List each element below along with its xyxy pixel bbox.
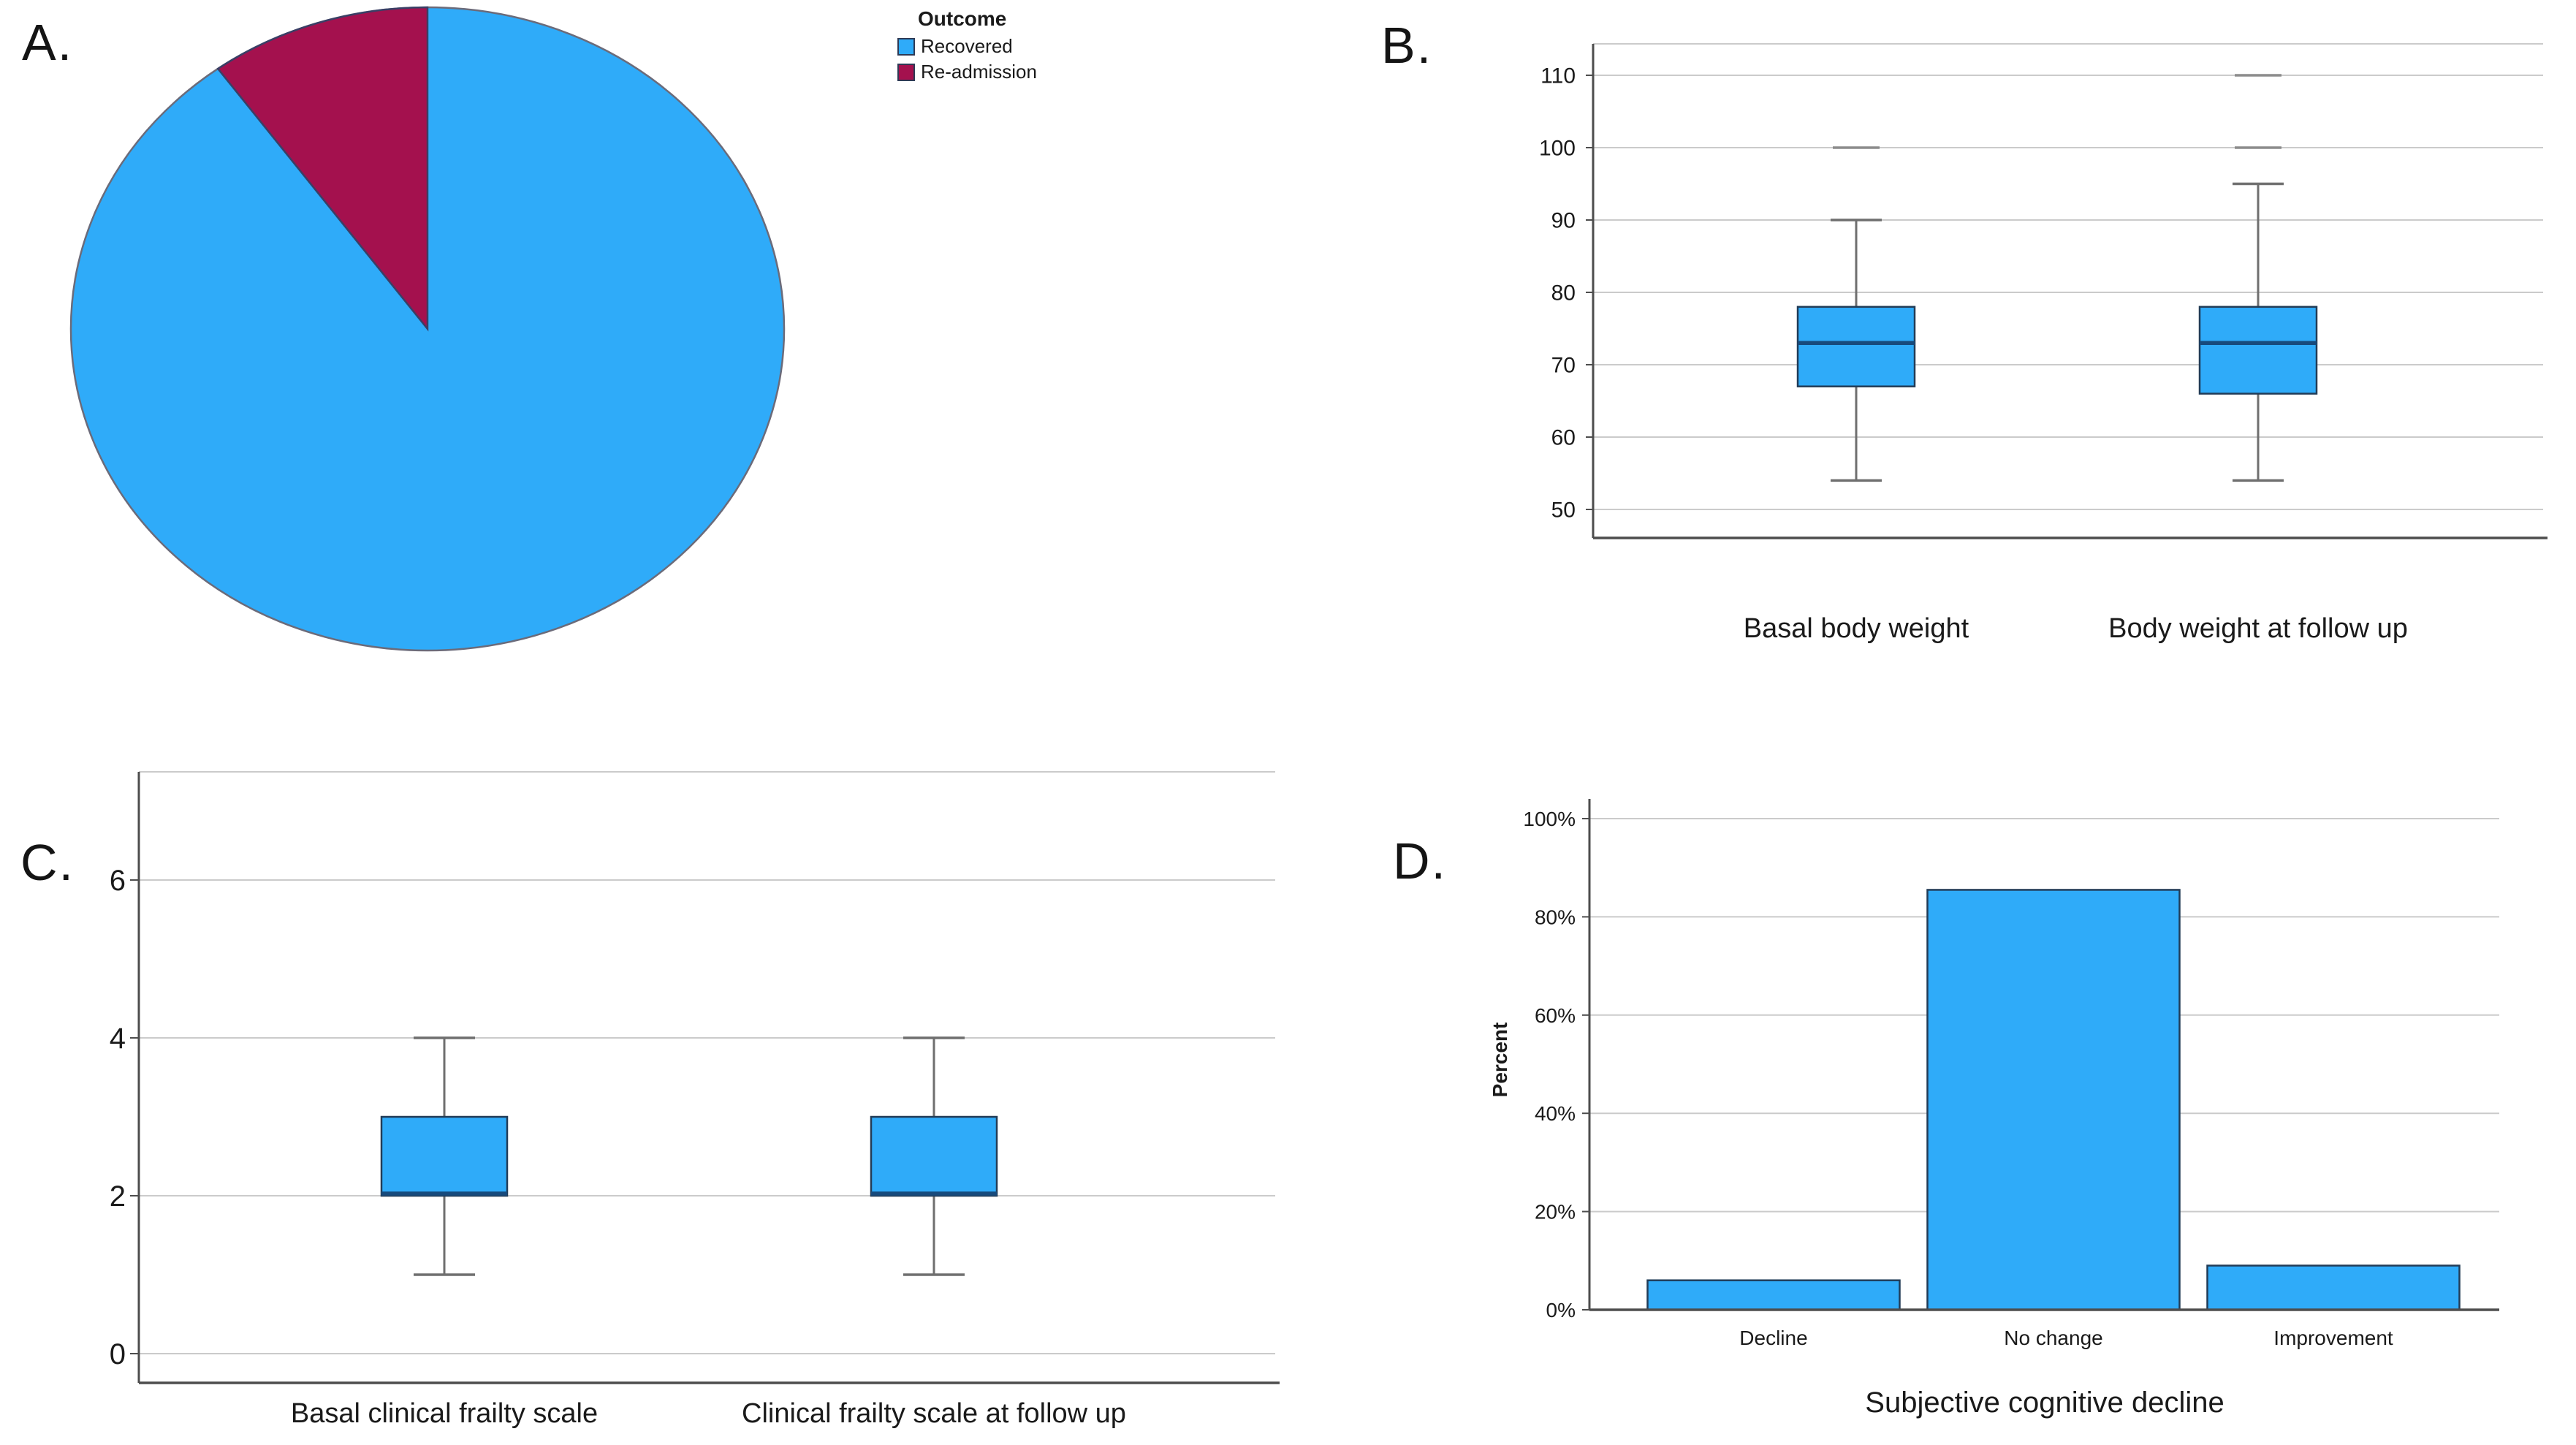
y-tick-label: 80	[1551, 281, 1576, 306]
y-tick-label: 60%	[1535, 1004, 1576, 1027]
y-tick-label: 20%	[1535, 1201, 1576, 1224]
y-tick-label: 40%	[1535, 1102, 1576, 1125]
category-label: No change	[2004, 1327, 2102, 1349]
category-label: Body weight at follow up	[2108, 613, 2408, 644]
pie-slice-readmission	[216, 6, 429, 332]
category-label: Decline	[1739, 1327, 1807, 1349]
y-tick-label: 110	[1540, 64, 1576, 88]
legend-item-recovered: Recovered	[897, 35, 1037, 58]
category-label: Basal body weight	[1744, 613, 1969, 644]
y-tick-label: 80%	[1535, 906, 1576, 928]
legend-item-label: Recovered	[921, 35, 1013, 57]
box-iqr	[1796, 306, 1916, 387]
recovered-swatch-icon	[897, 37, 915, 56]
y-tick-label: 100	[1539, 137, 1576, 161]
x-axis-title: Subjective cognitive decline	[1865, 1387, 2224, 1419]
y-tick-label: 6	[110, 865, 126, 897]
y-tick-label: 2	[110, 1180, 126, 1213]
panel-a-letter: A.	[22, 14, 74, 71]
pie-legend: Outcome Recovered Re-admission	[897, 7, 1037, 83]
bar-decline	[1646, 1279, 1901, 1311]
legend-item-label: Re-admission	[921, 61, 1037, 83]
category-label: Clinical frailty scale at follow up	[742, 1398, 1126, 1429]
y-tick-label: 0	[110, 1338, 126, 1370]
category-label: Basal clinical frailty scale	[291, 1398, 598, 1429]
y-tick-label: 0%	[1546, 1299, 1576, 1321]
legend-title: Outcome	[918, 7, 1007, 30]
y-tick-label: 70	[1551, 354, 1576, 378]
y-axis-title: Percent	[1489, 1023, 1511, 1098]
y-tick-label: 90	[1551, 209, 1576, 233]
y-tick-label: 100%	[1523, 808, 1576, 830]
y-tick-label: 60	[1551, 426, 1576, 450]
bar-improvement	[2206, 1264, 2461, 1311]
bar-no-change	[1926, 889, 2181, 1311]
y-tick-label: 4	[110, 1023, 126, 1055]
box-iqr	[2198, 306, 2318, 395]
panel-d-letter: D.	[1393, 833, 1447, 890]
box-iqr	[870, 1115, 998, 1197]
y-tick-label: 50	[1551, 498, 1576, 523]
panel-c-letter: C.	[20, 834, 75, 891]
box-iqr	[380, 1115, 509, 1197]
legend-item-readmission: Re-admission	[897, 61, 1037, 83]
readmission-swatch-icon	[897, 63, 915, 81]
panel-b-letter: B.	[1381, 17, 1433, 74]
category-label: Improvement	[2273, 1327, 2393, 1349]
